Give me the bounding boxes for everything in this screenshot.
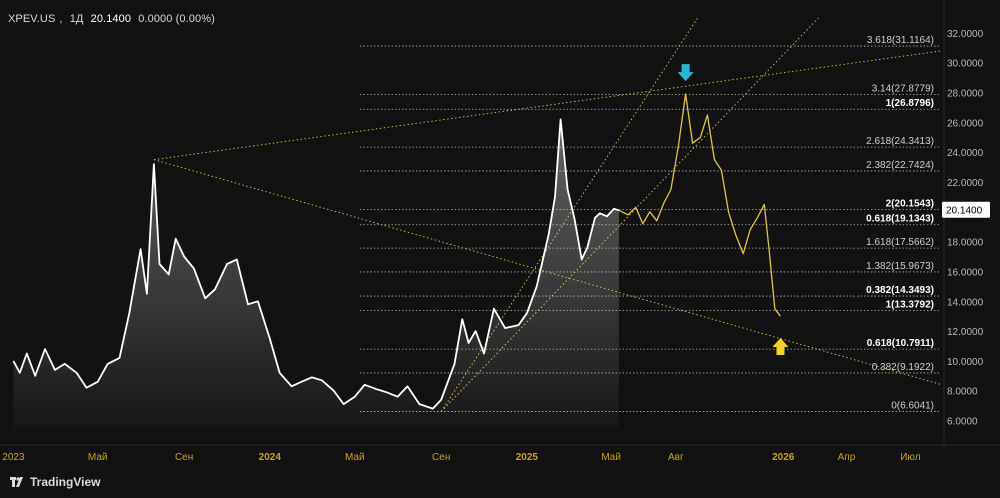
y-tick-label: 8.0000 — [947, 387, 978, 398]
x-tick-label: 2025 — [516, 452, 539, 463]
tradingview-name: TradingView — [30, 475, 101, 489]
fib-level-label: 1(26.8796) — [886, 98, 934, 109]
current-price-badge — [942, 201, 990, 218]
y-tick-label: 24.0000 — [947, 148, 984, 159]
y-tick-label: 30.0000 — [947, 59, 984, 70]
fib-level-label: 2(20.1543) — [886, 199, 934, 210]
fib-level-label: 3.14(27.8779) — [872, 83, 934, 94]
x-tick-label: Май — [88, 452, 108, 463]
fib-level-label: 1.382(15.9673) — [866, 261, 934, 272]
x-tick-label: Авг — [668, 452, 684, 463]
x-tick-label: Апр — [838, 452, 856, 463]
y-tick-label: 18.0000 — [947, 238, 984, 249]
fib-level-label: 0(6.6041) — [891, 401, 934, 412]
fib-level-label: 2.618(24.3413) — [866, 136, 934, 147]
fib-level-label: 0.618(10.7911) — [867, 338, 934, 349]
fib-level-label: 0.382(14.3493) — [866, 285, 934, 296]
price-area — [13, 119, 619, 429]
y-tick-label: 26.0000 — [947, 118, 984, 129]
fib-level-label: 3.618(31.1164) — [867, 35, 934, 46]
y-tick-label: 12.0000 — [947, 327, 984, 338]
trend-line — [440, 17, 819, 412]
current-price-label: 20.1400 — [946, 206, 983, 217]
projection-line — [618, 93, 781, 317]
x-tick-label: 2026 — [772, 452, 795, 463]
symbol-label[interactable]: XPEV.US — [8, 13, 56, 25]
x-tick-label: Июл — [900, 452, 920, 463]
tradingview-branding[interactable]: TradingView — [10, 475, 100, 489]
fib-level-label: 2.382(22.7424) — [866, 160, 934, 171]
y-tick-label: 14.0000 — [947, 297, 984, 308]
y-tick-label: 6.0000 — [947, 417, 978, 428]
fib-level-label: 1(13.3792) — [886, 300, 934, 311]
price-line — [12, 118, 620, 410]
change-label: 0.0000 (0.00%) — [138, 13, 215, 25]
y-tick-label: 10.0000 — [947, 357, 984, 368]
y-tick-label: 32.0000 — [947, 29, 984, 40]
x-tick-label: Май — [345, 452, 365, 463]
fib-level-label: 0.382(9.1922) — [872, 362, 934, 373]
trend-line — [153, 50, 943, 161]
trend-line — [153, 159, 943, 386]
x-tick-label: Сен — [432, 452, 450, 463]
y-tick-label: 16.0000 — [947, 267, 984, 278]
x-tick-label: 2023 — [2, 452, 25, 463]
x-tick-label: Май — [601, 452, 621, 463]
y-tick-label: 28.0000 — [947, 89, 984, 100]
x-tick-label: 2024 — [259, 452, 282, 463]
x-tick-label: Сен — [175, 452, 193, 463]
fib-level-label: 0.618(19.1343) — [866, 214, 934, 225]
tradingview-logo-icon — [10, 476, 23, 487]
arrow-down-icon — [677, 64, 694, 82]
y-tick-label: 22.0000 — [947, 178, 984, 189]
price-label: 20.1400 — [90, 13, 132, 25]
interval-label[interactable]: 1Д — [69, 13, 84, 25]
arrow-up-icon — [772, 338, 789, 355]
fib-level-label: 1.618(17.5662) — [866, 237, 934, 248]
chart-header: XPEV.US, 1Д 20.1400 0.0000 (0.00%) — [8, 13, 215, 25]
